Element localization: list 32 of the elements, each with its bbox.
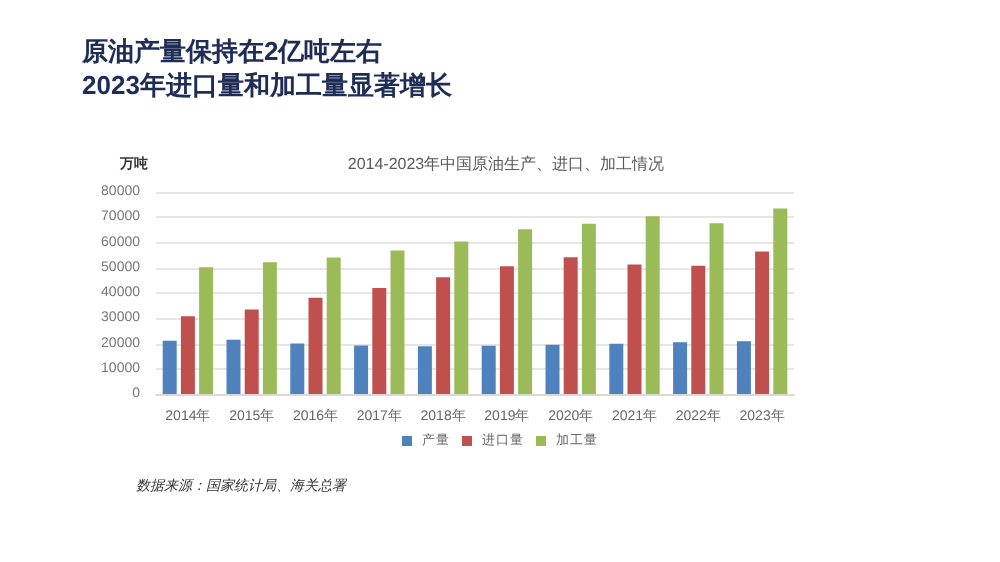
bar [372,287,387,394]
bar [436,277,451,394]
bar [581,223,596,394]
bar [736,341,751,394]
bar [563,257,578,394]
bar [290,343,305,394]
bar [755,251,770,394]
bar [226,339,241,394]
bar [180,316,195,394]
bar [262,262,277,394]
bar [390,250,405,394]
bar [645,216,660,394]
bar [199,267,214,394]
chart-title: 原油产量保持在2亿吨左右 2023年进口量和加工量显著增长 [80,36,454,100]
bar [308,297,323,394]
chart-subtitle: 2014-2023年中国原油生产、进口、加工情况 [347,155,665,173]
bar [545,344,560,394]
bar [609,343,624,394]
bar [499,266,514,394]
bar [773,208,788,394]
bar [627,264,642,394]
bar [481,345,496,394]
bar [454,241,469,394]
bar [673,342,688,394]
bar [518,229,533,394]
bar [691,265,706,394]
bar [354,345,369,394]
bar [326,257,341,394]
bar [417,346,432,394]
bar [162,340,177,394]
bar [709,223,724,394]
bar [244,309,259,394]
